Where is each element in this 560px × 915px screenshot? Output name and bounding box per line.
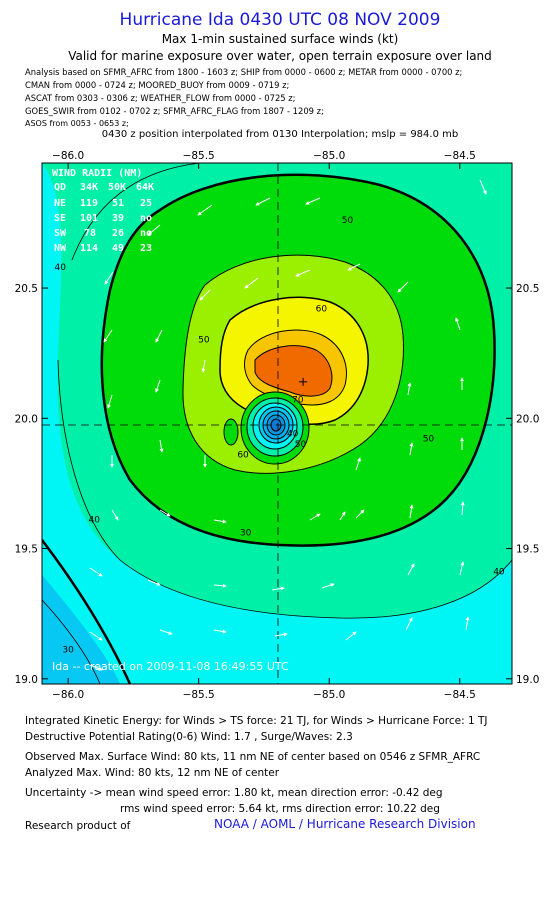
wr-value: 23 bbox=[140, 243, 152, 254]
x-tick-label: −85.5 bbox=[183, 150, 215, 162]
axes: −86.0 −86.0 −85.5 −85.5 −85.0 −85.0 −84.5 −84.5… bbox=[15, 150, 540, 701]
x-tick-label: −84.5 bbox=[444, 689, 476, 701]
wind-vectors bbox=[89, 179, 487, 671]
x-tick-label: −84.5 bbox=[444, 150, 476, 162]
contour-label: 30 bbox=[240, 529, 252, 539]
analyzed-max-text: Analyzed Max. Wind: 80 kts, 12 nm NE of … bbox=[25, 767, 280, 779]
wr-value: 25 bbox=[140, 198, 152, 209]
x-tick-label: −86.0 bbox=[52, 689, 84, 701]
dpr-text: Destructive Potential Rating(0-6) Wind: … bbox=[25, 731, 353, 743]
y-tick-label: 19.5 bbox=[516, 544, 539, 556]
band-lt30 bbox=[42, 575, 120, 684]
y-tick-label: 19.5 bbox=[15, 544, 38, 556]
wind-radii-title: WIND RADII (NM) bbox=[52, 168, 142, 179]
wind-radii-table: WIND RADII (NM) QD 34K 50K 64K NE 119 51… bbox=[52, 168, 154, 254]
small-lobe bbox=[223, 418, 239, 446]
wr-value: 39 bbox=[112, 213, 124, 224]
wr-header-34k: 34K bbox=[80, 182, 98, 193]
observed-max-text: Observed Max. Surface Wind: 80 kts, 11 n… bbox=[25, 751, 481, 763]
analysis-line: CMAN from 0000 - 0724 z; MOORED_BUOY fro… bbox=[25, 80, 290, 90]
x-tick-label: −85.0 bbox=[313, 150, 345, 162]
contour-label: 30 bbox=[62, 646, 74, 656]
x-tick-label: −85.5 bbox=[183, 689, 215, 701]
wr-header-64k: 64K bbox=[136, 182, 154, 193]
contour-label: 50 bbox=[198, 336, 210, 346]
created-label: Ida -- created on 2009-11-08 16:49:55 UT… bbox=[52, 660, 289, 673]
x-tick-label: −86.0 bbox=[52, 150, 84, 162]
wr-quadrant: NE bbox=[54, 198, 66, 209]
y-tick-label: 20.0 bbox=[15, 413, 38, 425]
interpolation-note: 0430 z position interpolated from 0130 I… bbox=[101, 129, 459, 140]
y-tick-label: 19.0 bbox=[516, 674, 539, 686]
uncertainty-line-2: rms wind speed error: 5.64 kt, rms direc… bbox=[120, 803, 440, 815]
contour-label: 50 bbox=[423, 435, 435, 445]
wr-value: 51 bbox=[112, 198, 124, 209]
band-90-100 bbox=[254, 345, 333, 397]
y-tick-label: 20.5 bbox=[516, 283, 539, 295]
y-tick-label: 20.5 bbox=[15, 283, 38, 295]
wr-header-50k: 50K bbox=[108, 182, 126, 193]
analysis-line: GOES_SWIR from 0102 - 0702 z; SFMR_AFRC_… bbox=[25, 106, 324, 116]
wr-header-qd: QD bbox=[54, 182, 66, 193]
contour-label: 70 bbox=[292, 396, 304, 406]
max-wind-marker bbox=[299, 377, 308, 386]
wr-value: 114 bbox=[80, 243, 98, 254]
wr-value: 119 bbox=[80, 198, 98, 209]
plot-frame bbox=[41, 162, 513, 685]
wr-value: 101 bbox=[80, 213, 98, 224]
wr-value: 26 bbox=[112, 228, 124, 239]
contour-label: 50 bbox=[295, 440, 307, 450]
analysis-line: Analysis based on SFMR_AFRC from 1800 - … bbox=[25, 67, 463, 77]
analysis-line: ASCAT from 0303 - 0306 z; WEATHER_FLOW f… bbox=[25, 93, 296, 103]
contour-label: 60 bbox=[316, 304, 328, 314]
chart-subtitle-2: Valid for marine exposure over water, op… bbox=[68, 49, 492, 63]
contour-label: 50 bbox=[342, 216, 354, 226]
contour-label: 60 bbox=[237, 450, 249, 460]
y-tick-label: 20.0 bbox=[516, 413, 539, 425]
uncertainty-line: Uncertainty -> mean wind speed error: 1.… bbox=[25, 787, 443, 799]
wr-quadrant: SE bbox=[54, 213, 66, 224]
contour-label: 40 bbox=[55, 263, 67, 273]
wr-value: no bbox=[140, 228, 152, 239]
wr-value: no bbox=[140, 213, 152, 224]
ike-text: Integrated Kinetic Energy: for Winds > T… bbox=[25, 715, 488, 727]
contour-label: 40 bbox=[88, 515, 100, 525]
chart-title: Hurricane Ida 0430 UTC 08 NOV 2009 bbox=[119, 10, 441, 30]
wr-quadrant: NW bbox=[54, 243, 67, 254]
wr-value: 78 bbox=[84, 228, 96, 239]
contour-label: 40 bbox=[287, 430, 299, 440]
credit-link[interactable]: NOAA / AOML / Hurricane Research Divisio… bbox=[214, 817, 476, 831]
analysis-line: ASOS from 0053 - 0653 z; bbox=[25, 119, 129, 128]
y-tick-label: 19.0 bbox=[15, 674, 38, 686]
contour-label: 40 bbox=[493, 568, 505, 578]
x-tick-label: −85.0 bbox=[313, 689, 345, 701]
wr-quadrant: SW bbox=[54, 228, 67, 239]
wr-value: 49 bbox=[112, 243, 124, 254]
research-label: Research product of bbox=[25, 820, 131, 832]
chart-subtitle: Max 1-min sustained surface winds (kt) bbox=[161, 32, 399, 46]
